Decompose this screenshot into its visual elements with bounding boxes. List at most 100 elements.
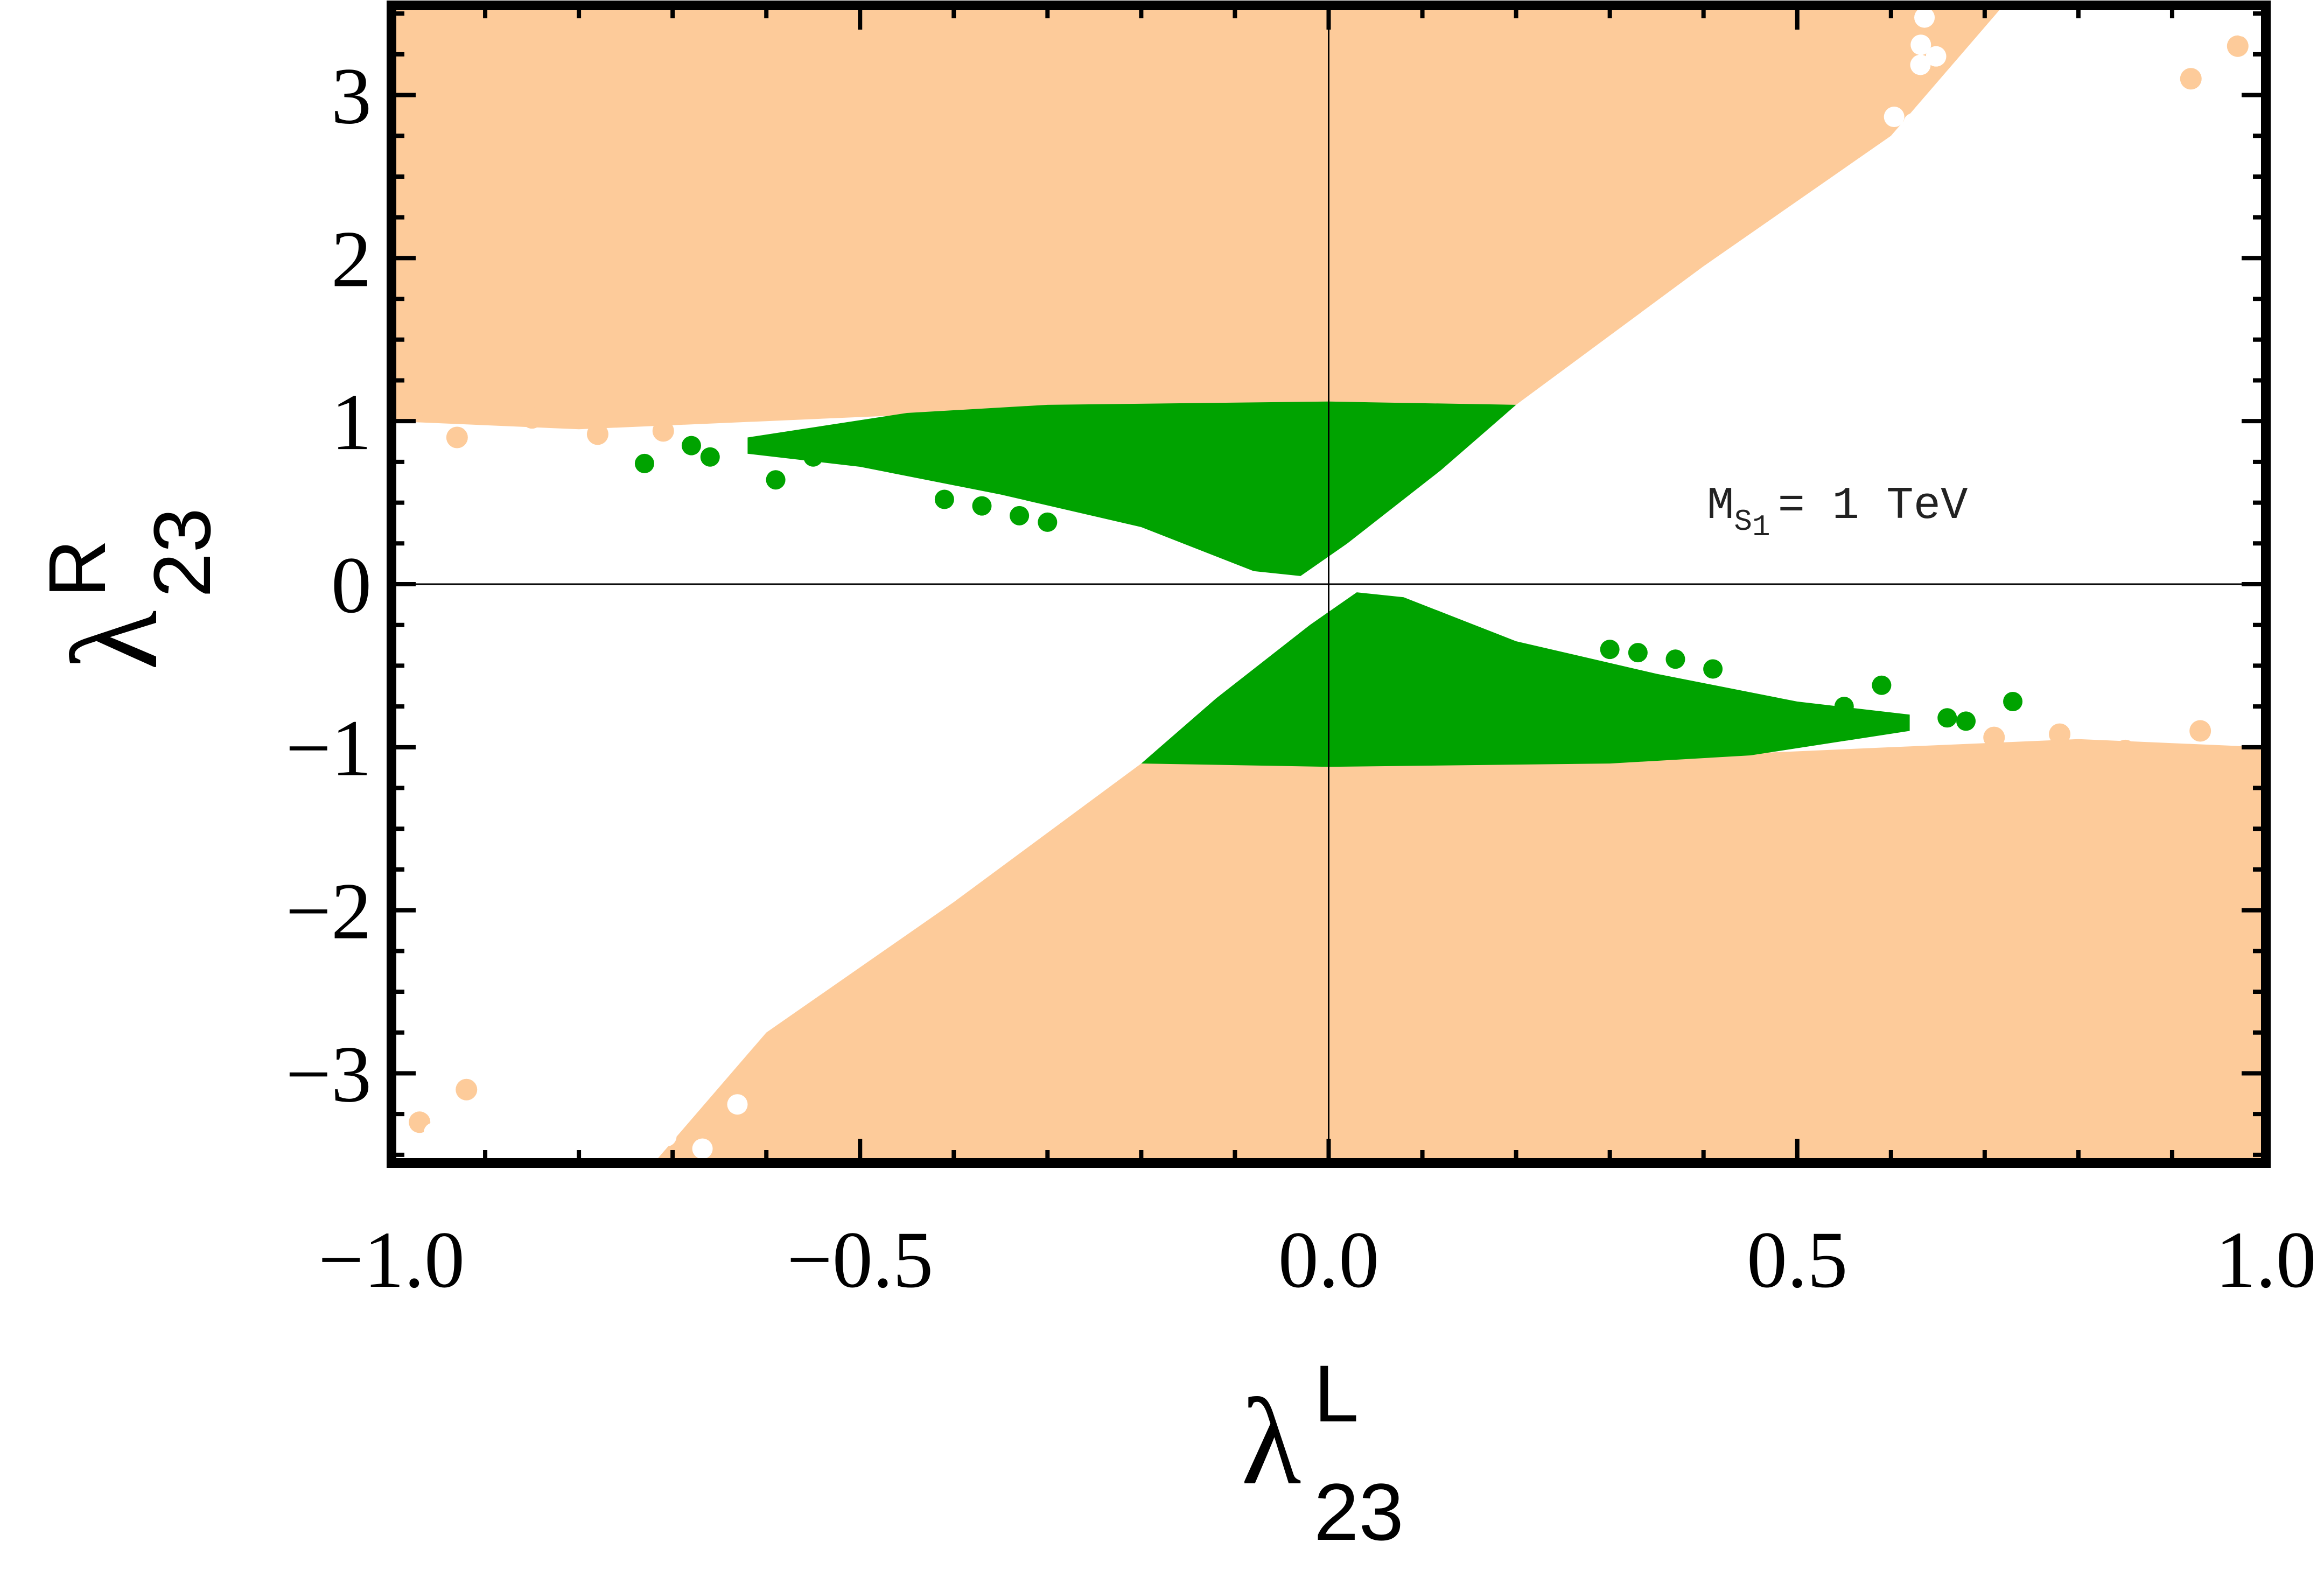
y-tick-label: −2 (285, 867, 372, 956)
allowed-point (586, 423, 608, 445)
sparse-gap (2216, 315, 2237, 336)
svg-text:MS1= 1 TeV: MS1 = 1 TeV (1707, 481, 1968, 544)
y-tick-label: −1 (285, 704, 372, 793)
sparse-gap (536, 907, 557, 928)
annotation-rest: = 1 TeV (1778, 481, 1968, 532)
sparse-gap (1892, 172, 1913, 193)
sparse-gap (2200, 415, 2221, 436)
fit-point (1600, 640, 1620, 660)
sparse-gap (591, 880, 612, 901)
allowed-point (409, 1111, 431, 1133)
sparse-gap (2134, 355, 2155, 376)
sparse-gap (652, 870, 673, 891)
allowed-point (2049, 723, 2071, 745)
fit-point (1872, 675, 1892, 695)
allowed-point (549, 198, 571, 220)
sparse-gap (459, 779, 480, 800)
sparse-gap (2024, 26, 2045, 47)
sparse-gap (1966, 161, 1987, 182)
sparse-gap (2027, 413, 2048, 434)
fit-point (1628, 643, 1648, 663)
allowed-point (2020, 834, 2042, 856)
sparse-gap (568, 909, 589, 930)
annotation-sub: S (1734, 504, 1752, 539)
sparse-gap (1987, 96, 2008, 117)
sparse-gap (1884, 107, 1905, 128)
sparse-gap (585, 955, 606, 976)
y-tick-label: 0 (331, 541, 372, 630)
sparse-gap (2061, 296, 2082, 317)
sparse-gap (1981, 275, 2002, 296)
allowed-point (2227, 35, 2249, 57)
allowed-point (1927, 899, 1949, 921)
sparse-gap (455, 895, 476, 916)
sparse-gap (2161, 156, 2182, 177)
sparse-gap (527, 884, 548, 905)
sparse-gap (657, 821, 678, 842)
sparse-gap (574, 826, 595, 847)
allowed-point (1983, 726, 2005, 748)
sparse-gap (2011, 12, 2032, 33)
sparse-gap (2055, 7, 2076, 28)
sparse-gap (2010, 329, 2031, 350)
axis-ticks (389, 5, 2268, 1163)
allowed-point (2086, 948, 2108, 970)
x-axis-subscript: 23 (1314, 1467, 1404, 1557)
y-tick-label: 1 (331, 377, 372, 467)
sparse-gap (547, 961, 568, 982)
sparse-gap (2220, 139, 2241, 160)
sparse-gap (675, 887, 696, 908)
fit-region-lower (1141, 592, 1910, 767)
allowed-point (2189, 720, 2211, 742)
sparse-gap (2176, 127, 2197, 148)
fit-point (1038, 512, 1058, 532)
sparse-gap (692, 1138, 713, 1159)
allowed-point (2067, 1062, 2089, 1084)
fit-point (934, 489, 954, 509)
sparse-gap (614, 1111, 635, 1132)
sparse-gap (408, 1085, 429, 1106)
sparse-gap (423, 1122, 444, 1143)
allowed-point (521, 407, 543, 429)
y-tick-label: 2 (331, 214, 372, 304)
sparse-gap (2239, 347, 2260, 368)
x-tick-label: 1.0 (2215, 1215, 2316, 1305)
sparse-gap (396, 938, 417, 959)
sparse-gap (587, 1087, 608, 1108)
tick-labels: −1.0 −0.5 0.0 0.5 1.0 −3 −2 −1 0 1 2 3 (285, 52, 2316, 1305)
sparse-gap (2138, 115, 2159, 136)
y-tick-label: −3 (285, 1029, 372, 1119)
sparse-gap (1924, 324, 1945, 345)
y-axis-label: λ R 23 (32, 508, 227, 670)
fit-point (1937, 708, 1957, 728)
sparse-gap (1938, 99, 1959, 120)
sparse-gap (2083, 43, 2104, 64)
sparse-gap (2196, 365, 2217, 386)
sparse-gap (2007, 33, 2028, 54)
fit-point (634, 453, 654, 473)
fit-point (1665, 649, 1685, 669)
allowed-point (2114, 739, 2136, 761)
x-axis-label: λ L 23 (1241, 1348, 1404, 1557)
sparse-gap (555, 1073, 576, 1094)
sparse-gap (632, 732, 653, 753)
sparse-gap (1894, 262, 1915, 283)
sparse-gap (2218, 382, 2239, 403)
sparse-gap (1903, 113, 1924, 134)
sparse-gap (2118, 75, 2139, 96)
y-axis-symbol: λ (46, 610, 183, 670)
sparse-gap (747, 786, 768, 807)
allowed-point (428, 231, 450, 253)
sparse-gap (1942, 426, 1963, 447)
x-tick-label: −1.0 (318, 1215, 465, 1305)
allowed-point (568, 84, 590, 106)
allowed-region-upper (391, 5, 2004, 430)
sparse-gap (446, 1035, 467, 1056)
sparse-gap (508, 932, 529, 953)
sparse-gap (1911, 418, 1932, 439)
y-tick-label: 3 (331, 52, 372, 141)
sparse-gap (584, 1130, 605, 1151)
allowed-point (446, 426, 468, 448)
x-axis-symbol: λ (1241, 1373, 1301, 1510)
sparse-gap (2132, 308, 2153, 329)
